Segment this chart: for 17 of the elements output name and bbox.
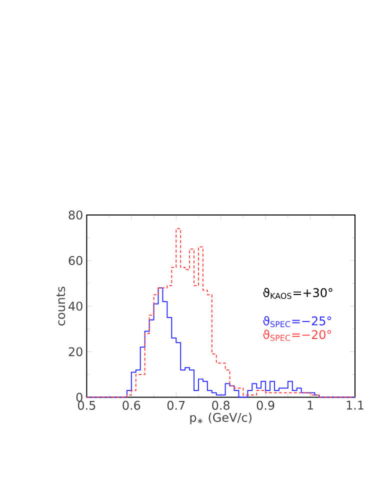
y-tick-label: 20 (68, 347, 82, 356)
x-tick-label: 1.1 (346, 400, 364, 410)
y-tick-label: 0 (76, 392, 82, 402)
x-tick-label: 0.6 (122, 400, 140, 410)
y-tick-label: 40 (68, 302, 82, 311)
x-tick-label: 1 (308, 400, 313, 410)
y-tick-label: 60 (68, 256, 82, 266)
y-axis-title: counts (56, 286, 66, 326)
x-tick-label: 0.5 (78, 400, 96, 410)
x-tick-label: 0.8 (212, 400, 230, 410)
y-tick-label: 80 (68, 210, 82, 220)
x-tick-label: 0.9 (256, 400, 274, 410)
x-tick-label: 0.7 (167, 400, 185, 410)
annotation: ϑ$_{KAOS}$=+30° (263, 288, 332, 299)
text: ϑ$_{SPEC}$=−20° (263, 330, 332, 341)
text: ϑ$_{SPEC}$=−25° (263, 316, 332, 328)
x-axis-title: p$_{∗}$ (GeV/c) (190, 412, 252, 424)
